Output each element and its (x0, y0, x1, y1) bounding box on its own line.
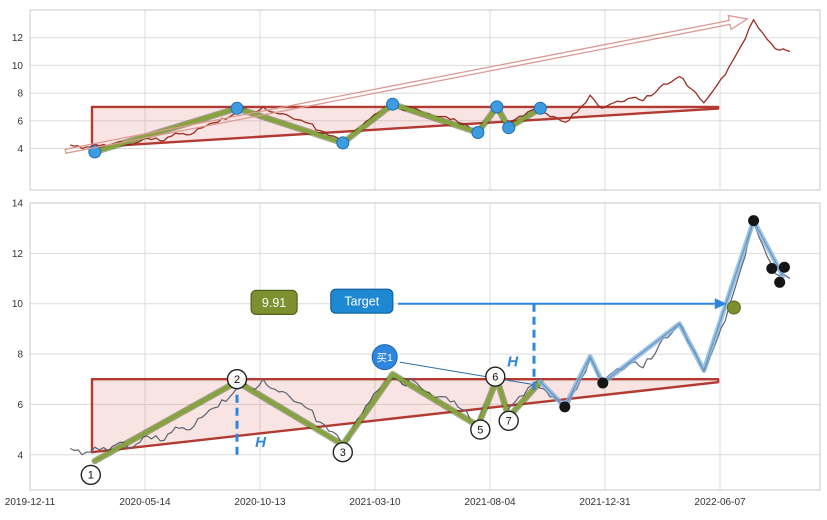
target-label-text: Target (344, 295, 379, 309)
y-tick-label: 4 (17, 450, 23, 461)
panel-border (29, 9, 821, 191)
pivot-black-dot (559, 401, 571, 413)
x-tick-label: 2021-08-04 (464, 497, 516, 508)
price-target-label-text: 9.91 (262, 296, 286, 310)
h-label: H (255, 434, 267, 451)
wave-number-text: 5 (477, 424, 483, 436)
h-label: H (507, 354, 519, 371)
wave-number-text: 6 (492, 372, 498, 384)
grid (29, 10, 820, 190)
y-tick-label: 10 (12, 299, 24, 310)
wave-number-marker (498, 410, 519, 431)
wave-number-marker (80, 464, 102, 486)
wave-number-marker (485, 366, 506, 387)
x-tick-label: 2020-05-14 (119, 497, 171, 508)
buy-connector-line (399, 361, 532, 385)
overview-panel: 4 6 8 10 12 (12, 9, 821, 191)
panel-border (29, 202, 821, 491)
x-tick-label: 2021-12-31 (579, 497, 631, 508)
pivot-dot (502, 121, 516, 135)
wave-number-marker (332, 442, 353, 463)
pivot-black-dot (597, 377, 609, 389)
y-tick-label: 12 (12, 33, 24, 44)
y-axis-labels: 4 6 8 10 12 (12, 33, 24, 155)
wave-number-text: 1 (88, 470, 94, 482)
wave-number-marker (470, 419, 491, 440)
pivot-black-dot (748, 215, 760, 227)
x-tick-label: 2022-06-07 (694, 497, 746, 508)
y-tick-label: 10 (12, 61, 24, 72)
y-tick-label: 8 (17, 89, 23, 100)
pivot-black-dot (778, 261, 790, 273)
breakout-band (537, 218, 786, 410)
pivot-dot (336, 136, 350, 150)
y-tick-label: 12 (12, 249, 24, 260)
x-tick-label: 2020-10-13 (234, 497, 286, 508)
price-target-label (250, 289, 298, 315)
pivot-dot (88, 145, 102, 159)
projection-arrow (64, 14, 750, 154)
pivot-dot (471, 126, 485, 139)
zigzag-line (92, 372, 543, 463)
target-arrow-head (714, 298, 727, 310)
pivot-dot (490, 100, 504, 114)
target-label (330, 288, 394, 314)
pivot-black-dot (766, 263, 778, 274)
pivot-dot (230, 101, 244, 115)
y-tick-label: 6 (17, 116, 23, 127)
y-axis-labels: 4 6 8 10 12 14 (12, 199, 24, 462)
buy-badge (371, 344, 398, 371)
trend-wedge (90, 378, 720, 454)
y-tick-label: 14 (12, 199, 24, 210)
wave-number-marker (226, 369, 248, 390)
wave-number-text: 3 (340, 447, 346, 459)
buy-badge-text: 买1 (377, 352, 393, 364)
price-line-detail (70, 220, 791, 456)
pivot-dot (386, 97, 400, 111)
x-tick-label: 2019-12-11 (5, 497, 56, 508)
target-dot (726, 300, 741, 315)
wave-number-text: 2 (234, 374, 240, 386)
y-tick-label: 4 (17, 144, 23, 155)
pivot-black-dot (774, 276, 786, 288)
x-tick-label: 2021-03-10 (349, 497, 401, 508)
wave-number-text: 7 (506, 416, 512, 428)
pivot-dot (533, 101, 547, 115)
y-tick-label: 6 (17, 400, 23, 411)
y-tick-label: 8 (17, 350, 23, 361)
x-axis-labels: 2019-12-11 2020-05-14 2020-10-13 2021-03-10… (5, 497, 746, 508)
